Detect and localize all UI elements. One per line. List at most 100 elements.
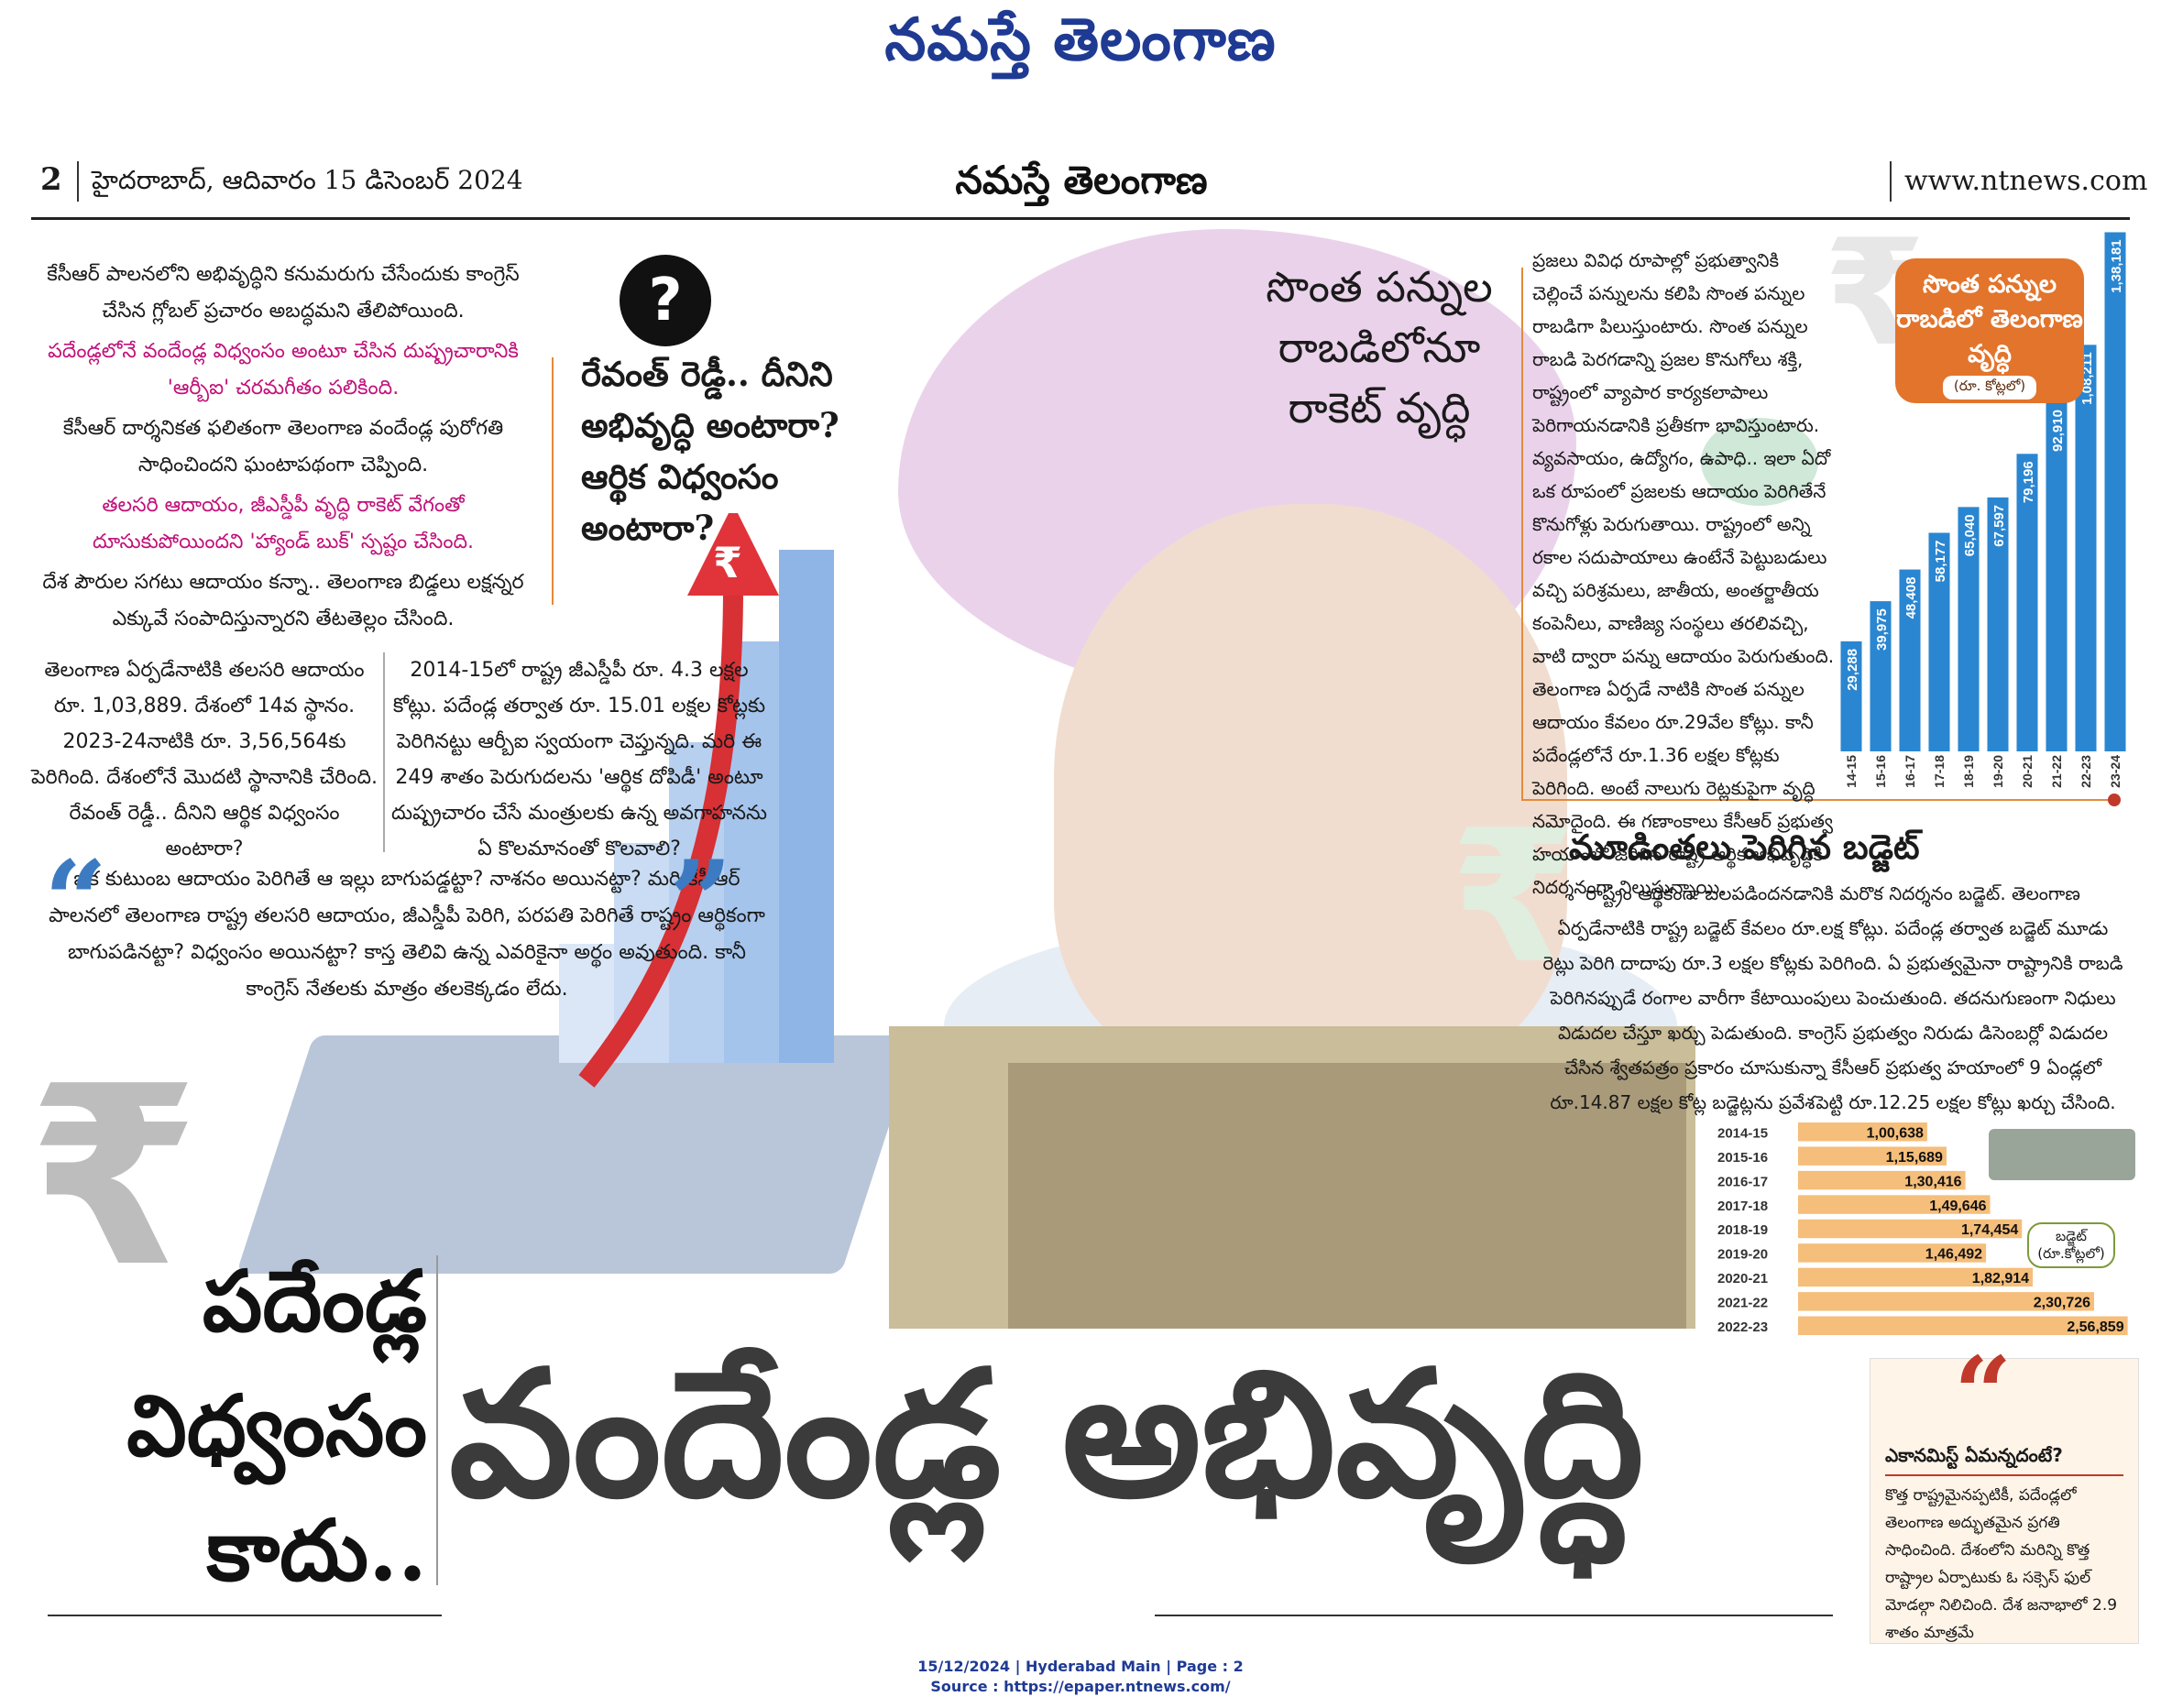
budget-bar-label: 1,46,492 — [1925, 1247, 1982, 1263]
budget-bar-label: 2,56,859 — [2067, 1319, 2123, 1335]
tax-bar — [2046, 402, 2068, 751]
budget-bar — [1798, 1267, 2034, 1287]
budget-unit-note: బడ్జెట్ (రూ.కోట్లలో) — [2027, 1222, 2115, 1268]
budget-bar-label: 1,82,914 — [1972, 1271, 2029, 1286]
masthead-logo: నమస్తే తెలంగాణ — [884, 5, 1277, 74]
headline-line: కాదు.. — [206, 1501, 427, 1600]
quote-close-icon: ” — [669, 837, 733, 966]
growth-bars-illustration: ₹ — [559, 513, 834, 1088]
svg-text:₹: ₹ — [713, 538, 742, 587]
tax-year-label: 2022-23 — [2079, 755, 2093, 788]
budget-bar — [1798, 1243, 1987, 1263]
economist-body: కొత్త రాష్ట్రమైనప్పటికీ, పదేండ్లలో తెలంగ… — [1885, 1486, 2118, 1642]
headline-divider — [436, 1255, 438, 1585]
tax-revenue-badge: సొంత పన్నుల రాబడిలో తెలంగాణ వృద్ధి (రూ. … — [1895, 258, 2084, 403]
tax-year-label: 2015-16 — [1873, 755, 1888, 788]
tax-bar-label: 65,040 — [1962, 514, 1978, 556]
column-divider — [383, 652, 385, 852]
lead-paragraph: పదేండ్లలోనే వందేండ్ల విధ్వంసం అంటూ చేసిన… — [48, 340, 519, 400]
tax-bar-label: 48,408 — [1903, 577, 1919, 619]
lead-paragraph: దేశ పౌరుల సగటు ఆదాయం కన్నా.. తెలంగాణ బిడ… — [42, 571, 524, 630]
per-capita-column: తెలంగాణ ఏర్పడేనాటికి తలసరి ఆదాయం రూ. 1,0… — [31, 659, 378, 860]
economist-heading: ఎకానమిస్ట్ ఏమన్నదంటే? — [1885, 1441, 2123, 1476]
gsdp-column: 2014-15లో రాష్ట్ర జీఎస్డీపీ రూ. 4.3 లక్ష… — [390, 659, 768, 860]
dateline: హైదరాబాద్, ఆదివారం 15 డిసెంబర్ 2024 — [92, 165, 523, 195]
header-divider — [1890, 161, 1892, 202]
budget-year-label: 2016-17 — [1717, 1174, 1768, 1189]
budget-year-label: 2014-15 — [1717, 1125, 1768, 1141]
pull-quote: ఒక కుటుంబ ఆదాయం పెరిగితే ఆ ఇల్లు బాగుపడ్… — [49, 868, 765, 1001]
budget-bar — [1798, 1146, 1947, 1166]
tax-bar-label: 1,38,181 — [2109, 239, 2124, 292]
tax-revenue-article: ప్రజలు వివిధ రూపాల్లో ప్రభుత్వానికి చెల్… — [1532, 249, 1835, 898]
portrait-photo — [1054, 504, 1567, 1072]
footer: 15/12/2024 | Hyderabad Main | Page : 2 S… — [0, 1657, 2161, 1697]
budget-year-label: 2017-18 — [1717, 1199, 1768, 1214]
main-headline: వందేండ్ల అభివృద్ధి — [449, 1331, 1644, 1536]
budget-year-label: 2020-21 — [1717, 1271, 1768, 1286]
rule — [48, 1615, 442, 1616]
budget-bar-label: 1,49,646 — [1929, 1199, 1986, 1214]
tax-bar-label: 39,975 — [1874, 608, 1890, 651]
footer-edition: 15/12/2024 | Hyderabad Main | Page : 2 — [917, 1658, 1244, 1675]
tax-bar — [1870, 601, 1892, 751]
tax-bar — [2075, 345, 2097, 751]
lead-summary: కేసీఆర్ పాలనలోని అభివృద్ధిని కనుమరుగు చే… — [40, 257, 526, 641]
budget-year-label: 2022-23 — [1717, 1319, 1768, 1335]
badge-title: సొంత పన్నుల రాబడిలో తెలంగాణ వృద్ధి — [1896, 270, 2083, 368]
budget-chart: 2014-15 1,00,638 2015-16 1,15,689 2016-17 1,3… — [1717, 1122, 2128, 1335]
divider — [1521, 799, 2115, 801]
headline-left: పదేండ్ల విధ్వంసం కాదు.. — [42, 1239, 427, 1613]
question-mark-icon: ? — [620, 255, 711, 346]
tax-year-label: 2020-21 — [2020, 755, 2035, 788]
tax-year-label: 2019-20 — [1991, 755, 2005, 788]
budget-year-label: 2021-22 — [1717, 1296, 1768, 1311]
budget-bar — [1798, 1316, 2128, 1335]
badge-unit: (రూ. కోట్లలో) — [1942, 376, 2037, 400]
tax-year-label: 2018-19 — [1961, 755, 1976, 788]
budget-bar — [1798, 1170, 1966, 1190]
lead-paragraph: తలసరి ఆదాయం, జీఎస్డీపీ వృద్ధి రాకెట్ వేగ… — [92, 494, 475, 553]
budget-article: రాష్ట్రం ఆర్థికంగా బలపడిందనడానికి మరొక న… — [1542, 882, 2123, 1113]
tax-year-label: 2021-22 — [2049, 755, 2064, 788]
page-number: 2 — [40, 161, 62, 198]
tax-bar-label: 79,196 — [2021, 461, 2036, 503]
divider — [552, 357, 554, 605]
people-photo — [1008, 1063, 1686, 1329]
tax-year-label: 2023-24 — [2108, 755, 2123, 788]
tax-bar — [1928, 532, 1950, 751]
tax-year-label: 2017-18 — [1932, 755, 1947, 788]
tax-bar — [1840, 640, 1862, 751]
economist-box: ఎకానమిస్ట్ ఏమన్నదంటే? కొత్త రాష్ట్రమైనప్… — [1870, 1358, 2139, 1644]
budget-bar-label: 1,00,638 — [1867, 1125, 1924, 1141]
tax-bar — [1958, 507, 1980, 751]
lead-paragraph: కేసీఆర్ దార్శనికత ఫలితంగా తెలంగాణ వందేండ… — [62, 417, 504, 476]
rule — [1155, 1615, 1833, 1616]
banknotes-photo — [1989, 1129, 2135, 1180]
header-divider — [77, 161, 79, 202]
question-headline: రేవంత్ రెడ్డీ.. దీనిని అభివృద్ధి అంటారా?… — [581, 354, 839, 548]
header-title: నమస్తే తెలంగాణ — [955, 158, 1208, 203]
rupee-watermark-icon: ₹ — [1450, 791, 1578, 1004]
budget-bar-label: 1,74,454 — [1961, 1222, 2018, 1238]
budget-bar-label: 2,30,726 — [2034, 1296, 2090, 1311]
tax-revenue-chart: 29,288 2014-15 39,975 2015-16 48,408 2016-17 5… — [1840, 232, 2126, 788]
tax-bar — [2016, 454, 2038, 751]
budget-year-label: 2019-20 — [1717, 1247, 1768, 1263]
tax-bar-label: 67,597 — [1991, 505, 2007, 547]
coins-illustration — [1701, 418, 1818, 506]
tax-bar-label: 29,288 — [1845, 649, 1860, 691]
header-rule — [31, 152, 2130, 220]
lead-paragraph: కేసీఆర్ పాలనలోని అభివృద్ధిని కనుమరుగు చే… — [47, 263, 520, 323]
tax-bar — [2104, 232, 2126, 752]
budget-bar — [1798, 1292, 2095, 1311]
tax-bar-label: 58,177 — [1933, 540, 1948, 582]
budget-bar-label: 1,30,416 — [1904, 1174, 1961, 1189]
footer-source[interactable]: Source : https://epaper.ntnews.com/ — [930, 1678, 1231, 1695]
divider-dot-icon — [2108, 794, 2121, 806]
budget-bar — [1798, 1195, 1991, 1214]
quote-open-icon: “ — [1954, 1334, 2013, 1452]
website-link[interactable]: www.ntnews.com — [1904, 165, 2148, 197]
budget-bar-label: 1,15,689 — [1886, 1150, 1943, 1166]
tax-year-label: 2016-17 — [1903, 755, 1917, 788]
